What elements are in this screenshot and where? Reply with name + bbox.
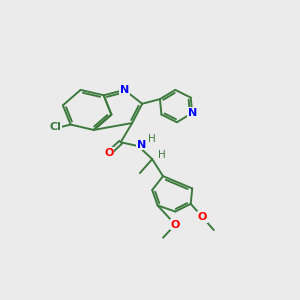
Text: H: H: [158, 150, 165, 160]
Text: H: H: [148, 134, 156, 144]
Text: N: N: [188, 108, 197, 118]
Text: N: N: [137, 140, 146, 150]
Text: O: O: [104, 148, 114, 158]
Text: Cl: Cl: [49, 122, 61, 132]
Text: O: O: [198, 212, 207, 222]
Text: O: O: [171, 220, 180, 230]
Text: N: N: [120, 85, 129, 95]
